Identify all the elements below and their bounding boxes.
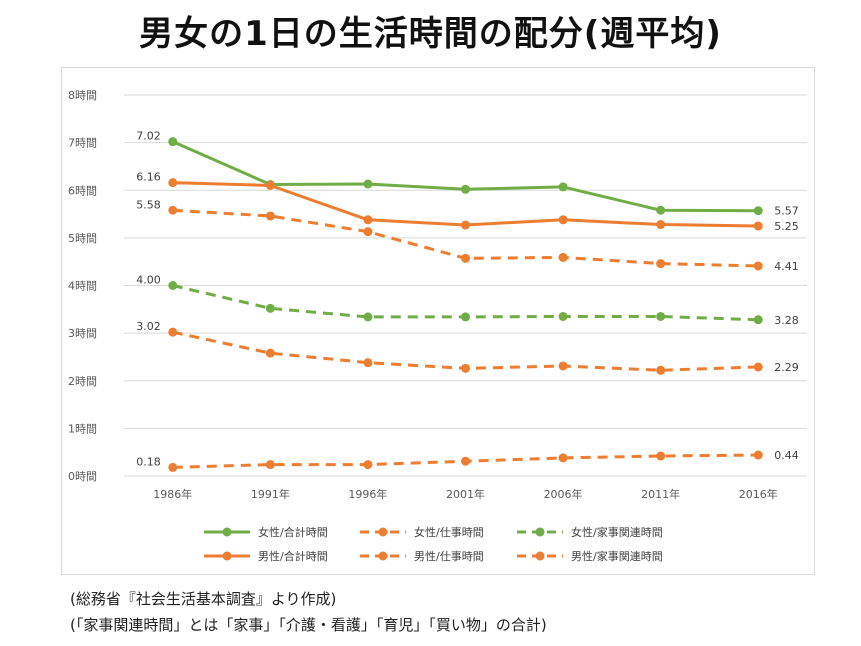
x-tick-label: 2001年	[446, 487, 485, 501]
data-point	[168, 281, 178, 290]
x-tick-label: 1986年	[153, 487, 192, 501]
y-tick-label: 7時間	[68, 137, 97, 150]
data-label: 4.00	[136, 274, 161, 287]
data-point	[461, 184, 470, 194]
data-point	[656, 451, 666, 461]
data-point	[363, 312, 373, 322]
data-point	[461, 312, 470, 322]
data-point	[265, 211, 275, 221]
data-point	[558, 311, 568, 321]
legend-label: 男性/仕事時間	[414, 549, 484, 563]
y-tick-label: 5時間	[68, 232, 97, 245]
data-point	[558, 453, 568, 463]
x-tick-label: 2016年	[739, 487, 778, 501]
x-tick-label: 2006年	[544, 487, 583, 501]
data-point	[753, 315, 763, 325]
data-point	[363, 215, 373, 225]
data-point	[753, 221, 763, 231]
source-note: (総務省『社会生活基本調査』より作成)	[70, 590, 337, 608]
data-point	[168, 178, 178, 188]
data-label: 0.18	[136, 455, 161, 468]
legend-marker	[378, 551, 388, 561]
y-tick-label: 6時間	[68, 184, 97, 197]
legend-label: 女性/合計時間	[258, 525, 328, 539]
data-point	[265, 303, 275, 313]
data-label: 2.29	[774, 361, 799, 374]
y-tick-label: 0時間	[68, 470, 97, 483]
data-point	[558, 361, 568, 371]
legend-label: 男性/合計時間	[258, 549, 328, 563]
data-point	[656, 311, 666, 321]
chart-title: 男女の1日の生活時間の配分(週平均)	[139, 14, 722, 54]
data-point	[558, 215, 568, 225]
data-point	[363, 460, 373, 470]
y-tick-label: 4時間	[68, 280, 97, 293]
series-line	[171, 140, 760, 213]
chart-frame: 0時間 1時間 2時間 3時間 4時間 5時間 6時間 7時間 8時間 1986年 1991年 199…	[61, 67, 815, 575]
data-point	[363, 179, 373, 189]
data-point	[461, 253, 470, 263]
data-point	[558, 182, 568, 192]
legend-marker	[222, 527, 232, 537]
data-point	[656, 365, 666, 375]
y-tick-label: 1時間	[68, 422, 97, 435]
data-point	[363, 358, 373, 368]
data-label: 6.16	[136, 171, 161, 184]
data-label: 3.28	[774, 314, 799, 327]
data-point	[461, 220, 470, 230]
data-point	[753, 450, 763, 460]
data-label: 5.57	[774, 205, 799, 218]
y-tick-label: 8時間	[68, 89, 97, 102]
data-point	[363, 227, 373, 237]
y-tick-label: 2時間	[68, 375, 97, 388]
data-point	[461, 363, 470, 373]
data-point	[168, 462, 178, 472]
data-point	[461, 456, 470, 466]
data-label: 3.02	[136, 320, 161, 333]
legend-marker	[535, 551, 545, 561]
data-point	[753, 362, 763, 372]
x-tick-label: 1996年	[348, 487, 387, 501]
data-point	[753, 261, 763, 271]
legend-label: 女性/仕事時間	[414, 525, 484, 539]
data-point	[265, 180, 275, 190]
legend-marker	[535, 527, 545, 537]
data-point	[656, 220, 666, 230]
legend-marker	[378, 527, 388, 537]
data-point	[265, 348, 275, 358]
data-label: 0.44	[774, 449, 799, 462]
legend-marker	[222, 551, 232, 561]
data-point	[265, 460, 275, 470]
x-tick-label: 2011年	[641, 487, 680, 501]
data-point	[656, 205, 666, 215]
data-label: 5.25	[774, 220, 799, 233]
notes: (総務省『社会生活基本調査』より作成) (「家事関連時間」とは「家事」「介護・看…	[70, 586, 547, 638]
data-point	[558, 252, 568, 262]
x-tick-label: 1991年	[251, 487, 290, 501]
data-label: 5.58	[136, 198, 161, 211]
data-point	[753, 206, 763, 216]
data-label: 4.41	[774, 260, 799, 273]
legend-label: 男性/家事関連時間	[571, 549, 663, 563]
data-point	[656, 259, 666, 269]
definition-note: (「家事関連時間」とは「家事」「介護・看護」「育児」「買い物」の合計)	[70, 616, 547, 634]
data-point	[168, 327, 178, 337]
legend-label: 女性/家事関連時間	[571, 525, 663, 539]
data-point	[168, 205, 178, 215]
y-tick-label: 3時間	[68, 327, 97, 340]
line-chart: 0時間 1時間 2時間 3時間 4時間 5時間 6時間 7時間 8時間 1986年 1991年 199…	[68, 89, 807, 563]
data-point	[168, 137, 178, 147]
data-label: 7.02	[136, 130, 161, 143]
